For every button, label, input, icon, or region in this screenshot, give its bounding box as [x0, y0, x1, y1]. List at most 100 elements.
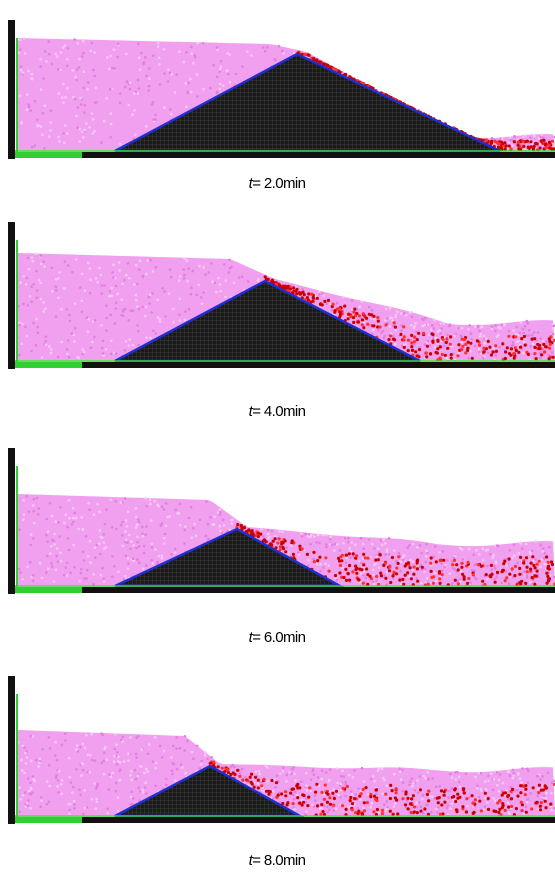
particle	[335, 807, 338, 810]
red-particle	[376, 316, 379, 319]
particle	[209, 516, 212, 519]
particle	[373, 780, 376, 783]
particle	[201, 303, 204, 306]
particle	[470, 332, 473, 335]
particle	[146, 259, 149, 262]
particle	[542, 136, 545, 139]
particle	[538, 137, 541, 140]
particle	[151, 543, 154, 546]
particle	[525, 806, 528, 809]
particle	[285, 780, 288, 783]
particle	[408, 544, 411, 547]
red-particle	[393, 338, 396, 341]
red-particle	[487, 808, 490, 811]
particle	[291, 768, 294, 771]
particle	[529, 581, 532, 584]
particle	[120, 501, 123, 504]
particle	[317, 534, 320, 537]
red-particle	[316, 297, 319, 300]
particle	[58, 770, 61, 773]
particle	[196, 95, 199, 98]
particle	[71, 332, 74, 335]
particle	[74, 512, 77, 515]
red-particle	[271, 279, 274, 282]
particle	[294, 779, 297, 782]
red-particle	[460, 348, 463, 351]
particle	[310, 779, 313, 782]
particle	[57, 791, 60, 794]
particle	[286, 774, 289, 777]
particle	[19, 48, 22, 51]
particle	[80, 103, 83, 106]
particle	[360, 537, 363, 540]
red-particle	[443, 790, 446, 793]
particle	[67, 339, 70, 342]
red-particle	[406, 797, 409, 800]
particle	[119, 768, 122, 771]
particle	[53, 543, 56, 546]
particle	[40, 125, 43, 128]
particle	[219, 83, 222, 86]
particle	[305, 810, 308, 813]
particle	[87, 330, 90, 333]
particle	[411, 316, 414, 319]
particle	[216, 91, 219, 94]
particle	[223, 263, 226, 266]
particle	[24, 52, 27, 55]
particle	[490, 772, 493, 775]
particle	[127, 562, 130, 565]
particle	[73, 807, 76, 810]
particle	[18, 786, 21, 789]
particle	[61, 96, 64, 99]
particle	[20, 65, 23, 68]
particle	[82, 52, 85, 55]
particle	[435, 786, 438, 789]
particle	[75, 79, 78, 82]
red-particle	[438, 796, 441, 799]
particle	[110, 112, 113, 115]
particle	[138, 561, 141, 564]
particle	[106, 56, 109, 59]
red-particle	[478, 344, 481, 347]
particle	[178, 512, 181, 515]
particle	[18, 324, 21, 327]
red-particle	[249, 776, 252, 779]
particle	[496, 335, 499, 338]
particle	[76, 42, 79, 45]
particle	[40, 800, 43, 803]
particle	[39, 58, 42, 61]
particle	[96, 800, 99, 803]
particle	[183, 277, 186, 280]
red-particle	[460, 566, 463, 569]
particle	[124, 497, 127, 500]
particle	[320, 778, 323, 781]
wall	[8, 222, 15, 369]
particle	[50, 348, 53, 351]
red-particle	[551, 140, 554, 143]
particle	[202, 291, 205, 294]
particle	[112, 772, 115, 775]
red-particle	[384, 793, 387, 796]
particle	[183, 529, 186, 532]
particle	[373, 318, 376, 321]
red-particle	[540, 353, 543, 356]
red-particle	[410, 334, 413, 337]
particle	[474, 564, 477, 567]
particle	[461, 341, 464, 344]
particle	[86, 316, 89, 319]
particle	[26, 495, 29, 498]
particle	[545, 797, 548, 800]
red-particle	[536, 563, 539, 566]
red-particle	[320, 791, 323, 794]
particle	[198, 284, 201, 287]
particle	[274, 786, 277, 789]
particle	[186, 280, 189, 283]
particle	[46, 555, 49, 558]
particle	[86, 569, 89, 572]
particle	[394, 329, 397, 332]
red-particle	[403, 335, 406, 338]
red-particle	[538, 560, 541, 563]
particle	[50, 109, 53, 112]
particle	[163, 48, 166, 51]
particle	[106, 759, 109, 762]
